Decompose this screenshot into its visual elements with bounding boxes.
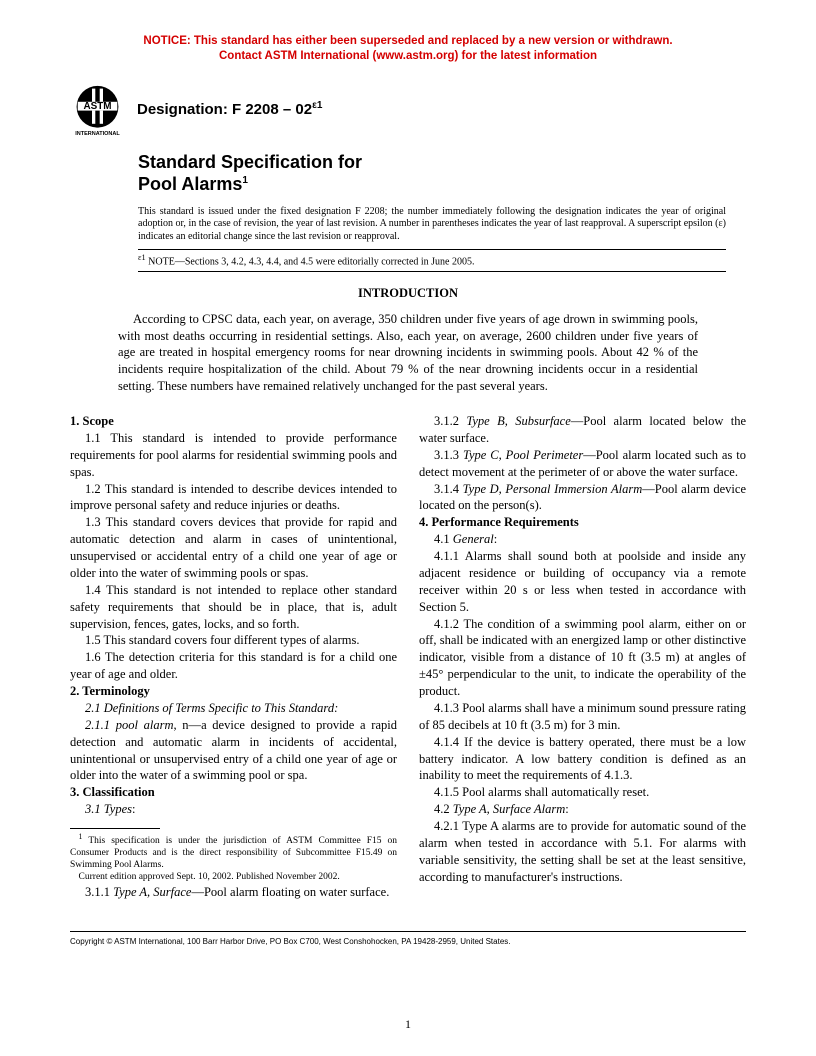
designation: Designation: F 2208 – 02ε1 bbox=[137, 100, 322, 118]
performance-heading: 4. Performance Requirements bbox=[419, 514, 746, 531]
type-c-ital: Type C, Pool Perimeter bbox=[463, 448, 583, 462]
type-d-ital: Type D, Personal Immersion Alarm bbox=[463, 482, 643, 496]
scope-1-6: 1.6 The detection criteria for this stan… bbox=[70, 649, 397, 683]
body-columns: 1. Scope 1.1 This standard is intended t… bbox=[70, 413, 746, 901]
perf-4-1-3: 4.1.3 Pool alarms shall have a minimum s… bbox=[419, 700, 746, 734]
type-b-ital: Type B, Subsurface bbox=[466, 414, 570, 428]
eps-prefix: NOTE— bbox=[146, 257, 185, 268]
scope-1-5: 1.5 This standard covers four different … bbox=[70, 632, 397, 649]
title-block: Standard Specification for Pool Alarms1 bbox=[138, 151, 746, 196]
term-pool-alarm: 2.1.1 pool alarm bbox=[85, 718, 173, 732]
notice-line2: Contact ASTM International (www.astm.org… bbox=[219, 50, 597, 62]
perf-4-1-2: 4.1.2 The condition of a swimming pool a… bbox=[419, 616, 746, 700]
type-b: 3.1.2 Type B, Subsurface—Pool alarm loca… bbox=[419, 413, 746, 447]
document-title: Standard Specification for Pool Alarms1 bbox=[138, 151, 746, 196]
copyright-text: Copyright © ASTM International, 100 Barr… bbox=[70, 937, 746, 946]
scope-1-3: 1.3 This standard covers devices that pr… bbox=[70, 514, 397, 582]
perf-4-1-rest: : bbox=[494, 532, 497, 546]
perf-4-2-ital: Type A, Surface Alarm bbox=[453, 802, 566, 816]
perf-4-1-4: 4.1.4 If the device is battery operated,… bbox=[419, 734, 746, 785]
type-d: 3.1.4 Type D, Personal Immersion Alarm—P… bbox=[419, 481, 746, 515]
perf-4-1-5: 4.1.5 Pool alarms shall automatically re… bbox=[419, 784, 746, 801]
title-line1: Standard Specification for bbox=[138, 152, 362, 172]
footnote-block: 1 This specification is under the jurisd… bbox=[70, 828, 397, 884]
footnote-rule bbox=[70, 828, 160, 829]
perf-4-2-1: 4.2.1 Type A alarms are to provide for a… bbox=[419, 818, 746, 886]
eps-text: Sections 3, 4.2, 4.3, 4.4, and 4.5 were … bbox=[185, 257, 475, 268]
types-colon: : bbox=[132, 802, 135, 816]
scope-1-1: 1.1 This standard is intended to provide… bbox=[70, 430, 397, 481]
notice-line1: NOTICE: This standard has either been su… bbox=[143, 35, 672, 47]
perf-4-1-1: 4.1.1 Alarms shall sound both at poolsid… bbox=[419, 548, 746, 616]
title-super: 1 bbox=[242, 175, 248, 186]
type-c-lead: 3.1.3 bbox=[434, 448, 463, 462]
types-label: 3.1 Types bbox=[85, 802, 132, 816]
epsilon-note: ε1 NOTE—Sections 3, 4.2, 4.3, 4.4, and 4… bbox=[138, 249, 726, 271]
classification-3-1: 3.1 Types: bbox=[70, 801, 397, 818]
eps-sup: ε1 bbox=[138, 253, 146, 262]
perf-4-1-ital: General bbox=[453, 532, 494, 546]
type-d-lead: 3.1.4 bbox=[434, 482, 463, 496]
issuance-note: This standard is issued under the fixed … bbox=[138, 206, 726, 244]
footnote-1: 1 This specification is under the jurisd… bbox=[70, 832, 397, 872]
introduction-heading: INTRODUCTION bbox=[70, 286, 746, 301]
logo-bottom-text: INTERNATIONAL bbox=[75, 131, 120, 137]
scope-heading: 1. Scope bbox=[70, 413, 397, 430]
type-a: 3.1.1 Type A, Surface—Pool alarm floatin… bbox=[70, 884, 397, 901]
terminology-heading: 2. Terminology bbox=[70, 683, 397, 700]
page-number: 1 bbox=[0, 1017, 816, 1032]
perf-4-2-rest: : bbox=[565, 802, 568, 816]
perf-4-1: 4.1 General: bbox=[419, 531, 746, 548]
terminology-2-1-1: 2.1.1 pool alarm, n—a device designed to… bbox=[70, 717, 397, 785]
perf-4-2: 4.2 Type A, Surface Alarm: bbox=[419, 801, 746, 818]
astm-logo: ASTM INTERNATIONAL bbox=[70, 82, 125, 137]
perf-4-2-lead: 4.2 bbox=[434, 802, 453, 816]
logo-top-text: ASTM bbox=[83, 101, 111, 112]
terminology-2-1: 2.1 Definitions of Terms Specific to Thi… bbox=[70, 700, 397, 717]
copyright-rule bbox=[70, 931, 746, 932]
designation-super: ε1 bbox=[312, 100, 322, 111]
introduction-text: According to CPSC data, each year, on av… bbox=[118, 311, 698, 395]
perf-4-1-lead: 4.1 bbox=[434, 532, 453, 546]
scope-1-4: 1.4 This standard is not intended to rep… bbox=[70, 582, 397, 633]
type-a-rest: —Pool alarm floating on water surface. bbox=[191, 885, 389, 899]
header-row: ASTM INTERNATIONAL Designation: F 2208 –… bbox=[70, 82, 746, 137]
footnote-1-text: This specification is under the jurisdic… bbox=[70, 836, 397, 870]
title-line2: Pool Alarms bbox=[138, 174, 242, 194]
type-a-lead: 3.1.1 bbox=[85, 885, 113, 899]
classification-heading: 3. Classification bbox=[70, 784, 397, 801]
notice-banner: NOTICE: This standard has either been su… bbox=[70, 34, 746, 64]
type-a-ital: Type A, Surface bbox=[113, 885, 191, 899]
footnote-2: Current edition approved Sept. 10, 2002.… bbox=[70, 872, 397, 884]
type-b-lead: 3.1.2 bbox=[434, 414, 466, 428]
type-c: 3.1.3 Type C, Pool Perimeter—Pool alarm … bbox=[419, 447, 746, 481]
term-sep: , n— bbox=[173, 718, 201, 732]
scope-1-2: 1.2 This standard is intended to describ… bbox=[70, 481, 397, 515]
designation-label: Designation: F 2208 – 02 bbox=[137, 101, 312, 118]
